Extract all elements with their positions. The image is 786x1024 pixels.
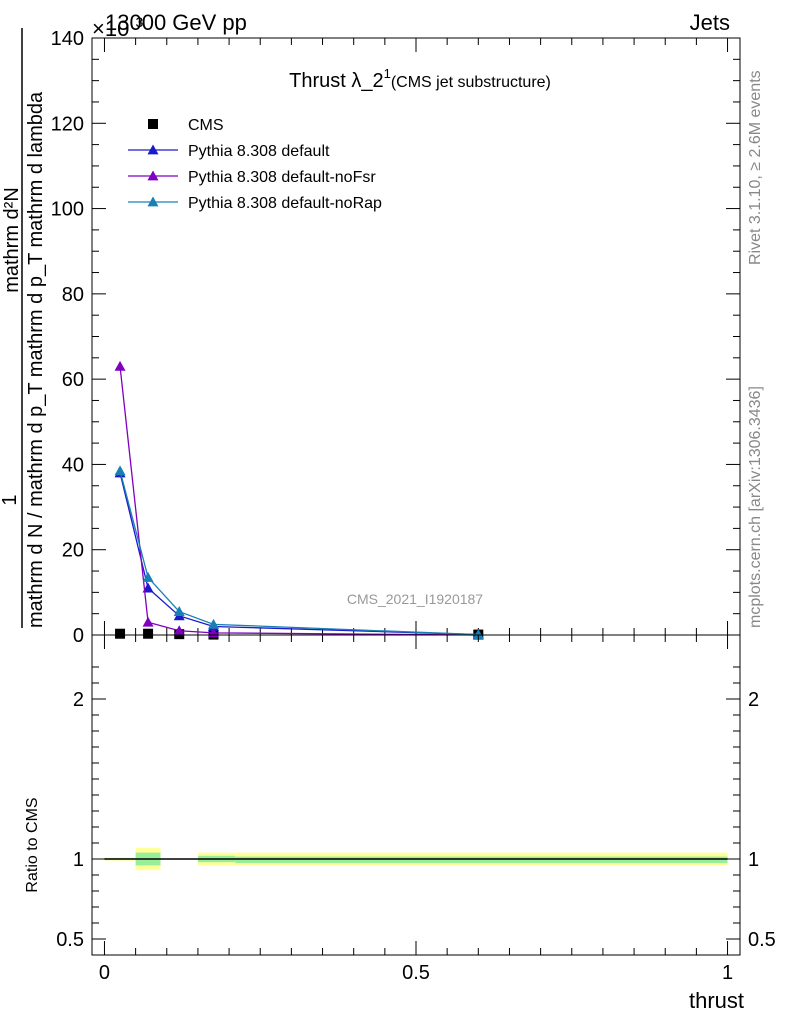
header-right: Jets [690,10,730,35]
main-series [114,360,484,640]
data-point [173,606,185,616]
main-y-tick-label: 20 [62,540,84,562]
x-tick-label: 0 [99,962,110,984]
x-tick-label: 0.5 [402,962,430,984]
legend-label: CMS [188,117,224,134]
legend-item: Pythia 8.308 default-noFsr [128,169,376,186]
y-exponent-base: ×10 [92,16,129,41]
legend-item: CMS [148,117,224,134]
main-y-tick-label: 0 [73,625,84,647]
plot-title: Thrust λ_21(CMS jet substructure) [289,66,551,92]
data-point [114,465,126,476]
data-point [142,616,154,627]
legend-marker [147,170,159,181]
data-point [142,582,154,593]
data-point [173,625,185,636]
rivet-label: Rivet 3.1.10, ≥ 2.6M events [747,70,764,265]
data-point [208,618,219,629]
x-tick-label: 1 [722,962,733,984]
main-y-label-denominator: mathrm d N / mathrm d p_T mathrm d p_T m… [25,91,47,628]
mcplots-label: mcplots.cern.ch [arXiv:1306.3436] [747,386,764,628]
legend-label: Pythia 8.308 default [188,143,330,160]
main-y-tick-label: 80 [62,284,84,306]
data-point [114,360,126,371]
analysis-watermark: CMS_2021_I1920187 [347,591,483,607]
y-exponent: ×10 3 [92,14,143,41]
legend-label: Pythia 8.308 default-noRap [188,195,382,212]
main-y-tick-label: 60 [62,369,84,391]
series-pythia-8-308-default [114,467,484,639]
legend-item: Pythia 8.308 default-noRap [128,195,382,212]
legend-marker [147,144,159,155]
main-y-tick-label: 140 [51,28,84,50]
legend-marker [147,196,159,207]
main-y-tick-label: 120 [51,113,84,135]
ratio-band-inner [235,856,728,863]
plot-subtitle: (CMS jet substructure) [391,74,551,91]
ratio-y-tick-label: 1 [73,849,84,871]
main-axis-ticks: 0 20 40 60 80 100 120 140 [51,28,740,647]
plot-title-sup: 1 [384,66,391,81]
x-axis-label: thrust [689,988,744,1013]
plot-title-main: Thrust λ_2 [289,70,383,92]
data-point [115,628,126,639]
ratio-y-tick-label: 2 [73,689,84,711]
x-axis-ticks: 0 0.5 1 [99,635,733,984]
y-exponent-power: 3 [135,14,143,30]
data-point [142,571,154,582]
ratio-y-tick-label: 0.5 [56,929,84,951]
ratio-plot-frame [91,634,741,956]
ratio-axis-ticks: 0.5 0.5 1 1 2 2 [56,666,776,951]
data-point [143,628,154,639]
legend-label: Pythia 8.308 default-noFsr [188,169,376,186]
series-line [119,470,479,636]
header-left: 13000 GeV pp [105,10,247,35]
legend-item: Pythia 8.308 default [128,143,330,160]
ratio-y-tick-label-right: 1 [748,849,759,871]
main-y-label-one: 1 [0,494,21,505]
ratio-y-label: Ratio to CMS [24,797,41,892]
main-y-label: mathrm d N / mathrm d p_T mathrm d p_T m… [0,28,47,628]
ratio-y-tick-label-right: 2 [748,689,759,711]
series-pythia-8-308-default-norap [114,465,484,639]
main-y-tick-label: 100 [51,199,84,221]
ratio-y-tick-label-right: 0.5 [748,929,776,951]
series-line [119,472,479,636]
data-point [472,629,484,639]
legend-marker [148,119,158,129]
main-y-label-numerator: mathrm d²N [1,187,23,293]
legend: CMS Pythia 8.308 default Pythia 8.308 defa… [128,117,382,212]
main-y-tick-label: 40 [62,454,84,476]
